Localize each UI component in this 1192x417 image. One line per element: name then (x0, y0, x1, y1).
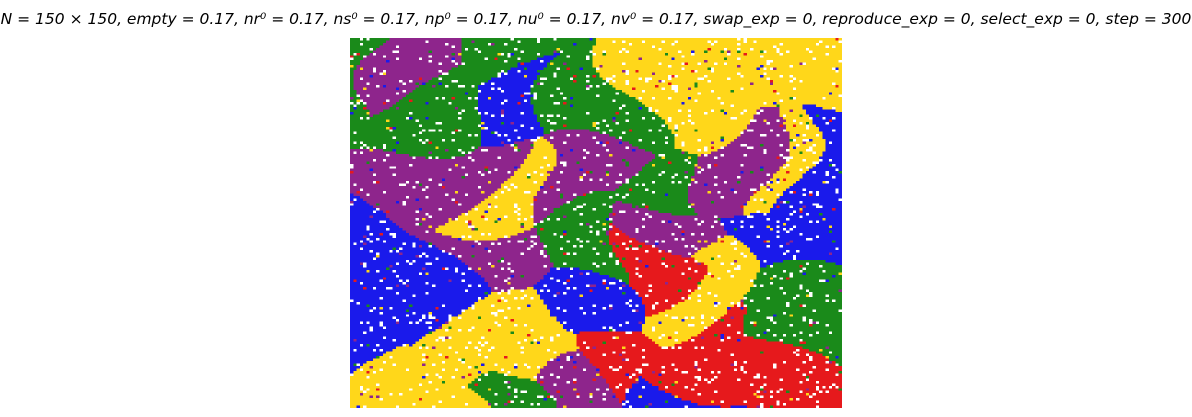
species-lattice-heatmap (350, 38, 842, 408)
lattice-plot-area (350, 38, 842, 408)
chart-title: N = 150 × 150, empty = 0.17, nr⁰ = 0.17,… (0, 10, 1192, 28)
